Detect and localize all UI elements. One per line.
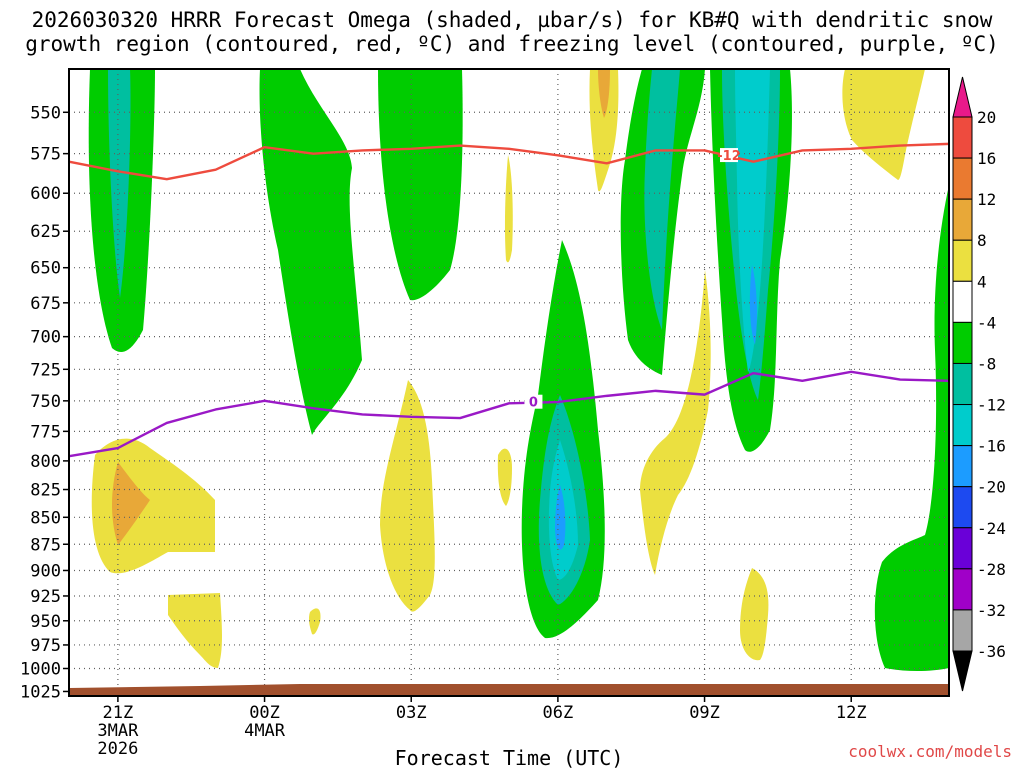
y-tick-label: 925	[30, 587, 61, 607]
omega-region-yellow-10z-low	[740, 568, 769, 661]
colorbar: 20 16 12 8 4 -4 -8 -12 -16 -20 -24 -28 -32 -36	[952, 76, 1006, 692]
colorbar-segment	[952, 321, 973, 364]
x-tick-label: 21Z	[103, 703, 134, 723]
omega-region-yellow-0130z	[308, 608, 321, 635]
x-tick-date: 4MAR	[244, 721, 286, 741]
y-tick-label: 1000	[20, 659, 61, 679]
y-tick-label: 975	[30, 636, 61, 656]
y-tick-label: 1025	[20, 682, 61, 702]
omega-region-orange-21z	[112, 462, 150, 545]
x-tick-label: 09Z	[689, 703, 720, 723]
omega-shading	[88, 69, 949, 671]
omega-region-teal-21z	[108, 69, 131, 298]
colorbar-tick-label: -24	[977, 519, 1006, 538]
x-tick-label: 06Z	[543, 703, 574, 723]
x-tick-label: 00Z	[249, 703, 280, 723]
y-tick-label: 850	[30, 508, 61, 528]
credit-text: coolwx.com/models	[848, 742, 1012, 761]
colorbar-tick-label: 4	[977, 272, 987, 291]
colorbar-segment	[952, 527, 973, 570]
x-tick-label: 03Z	[396, 703, 427, 723]
plot-frame	[68, 68, 950, 697]
omega-region-yellow-09z	[640, 270, 711, 575]
colorbar-segment	[952, 404, 973, 447]
omega-region-yellow-0530z	[504, 155, 513, 263]
colorbar-segment	[952, 198, 973, 241]
contour-label-bg	[720, 148, 738, 163]
omega-region-yellow-21z	[91, 438, 215, 574]
colorbar-tick-label: -32	[977, 601, 1006, 620]
omega-region-blue-06z	[555, 485, 566, 550]
colorbar-tick-label: -8	[977, 354, 996, 373]
y-tick-label: 800	[30, 452, 61, 472]
colorbar-segment	[952, 280, 973, 323]
omega-region-cyan-10z	[735, 69, 770, 372]
colorbar-segment	[952, 362, 973, 406]
y-tick-label: 600	[30, 184, 61, 204]
omega-region-orange-07z	[598, 69, 610, 118]
y-tick-label: 550	[30, 103, 61, 123]
omega-region-blue-10z	[749, 265, 757, 345]
omega-region-yellow-03z	[380, 380, 435, 612]
x-axis-label: Forecast Time (UTC)	[395, 746, 624, 768]
chart-title: 2026030320 HRRR Forecast Omega (shaded, …	[0, 8, 1024, 56]
omega-region-yellow-12z	[842, 69, 925, 180]
omega-region-teal-08z	[644, 69, 680, 330]
colorbar-segment	[952, 486, 973, 529]
x-tick-label: 12Z	[836, 703, 867, 723]
chart-title-line-2: growth region (contoured, red, ºC) and f…	[25, 32, 999, 56]
ground-strip	[69, 684, 949, 696]
contour-label-bg	[524, 394, 543, 409]
y-tick-label: 950	[30, 612, 61, 632]
colorbar-tick-label: -4	[977, 313, 996, 332]
colorbar-segment	[952, 239, 973, 282]
y-tick-label: 875	[30, 535, 61, 555]
y-tick-label: 575	[30, 145, 61, 165]
colorbar-segment	[952, 445, 973, 488]
colorbar-tick-label: 12	[977, 190, 996, 209]
colorbar-tick-label: -36	[977, 642, 1006, 661]
chart-title-line-1: 2026030320 HRRR Forecast Omega (shaded, …	[31, 8, 993, 32]
dendritic-growth-contour	[68, 142, 950, 181]
colorbar-tick-label: 20	[977, 108, 996, 127]
omega-region-green-14z	[874, 185, 949, 671]
colorbar-segment	[952, 157, 973, 200]
freezing-contour-label: 0	[529, 396, 538, 411]
omega-region-green-00z	[259, 69, 362, 435]
y-tick-label: 775	[30, 422, 61, 442]
colorbar-segment	[952, 568, 973, 611]
grid-lines	[69, 69, 949, 696]
x-tick-date: 3MAR	[97, 721, 139, 741]
colorbar-tick-label: -20	[977, 478, 1006, 497]
colorbar-top-arrow	[952, 76, 973, 118]
y-tick-label: 725	[30, 360, 61, 380]
colorbar-tick-label: -28	[977, 560, 1006, 579]
omega-region-yellow-2245z	[168, 593, 222, 668]
x-tick-year: 2026	[97, 739, 138, 759]
colorbar-tick-label: -16	[977, 437, 1006, 456]
omega-region-yellow-05z	[497, 448, 512, 506]
y-tick-label: 900	[30, 561, 61, 581]
colorbar-bottom-arrow	[952, 650, 973, 692]
y-tick-label: 700	[30, 328, 61, 348]
colorbar-tick-label: 16	[977, 149, 996, 168]
y-tick-label: 675	[30, 294, 61, 314]
colorbar-segment	[952, 609, 973, 652]
y-tick-label: 650	[30, 259, 61, 279]
colorbar-tick-label: 8	[977, 231, 987, 250]
y-axis: 550 575 600 625 650 675 700 725 750 775 800 825 850 8…	[20, 103, 69, 702]
omega-region-green-02z	[378, 69, 463, 301]
y-tick-label: 825	[30, 481, 61, 501]
colorbar-segment	[952, 116, 973, 159]
contour-lines: -12 0	[68, 142, 950, 458]
y-tick-label: 750	[30, 392, 61, 412]
colorbar-tick-label: -12	[977, 396, 1006, 415]
freezing-level-contour	[68, 370, 950, 458]
y-tick-label: 625	[30, 222, 61, 242]
dendritic-contour-label: -12	[717, 149, 741, 164]
